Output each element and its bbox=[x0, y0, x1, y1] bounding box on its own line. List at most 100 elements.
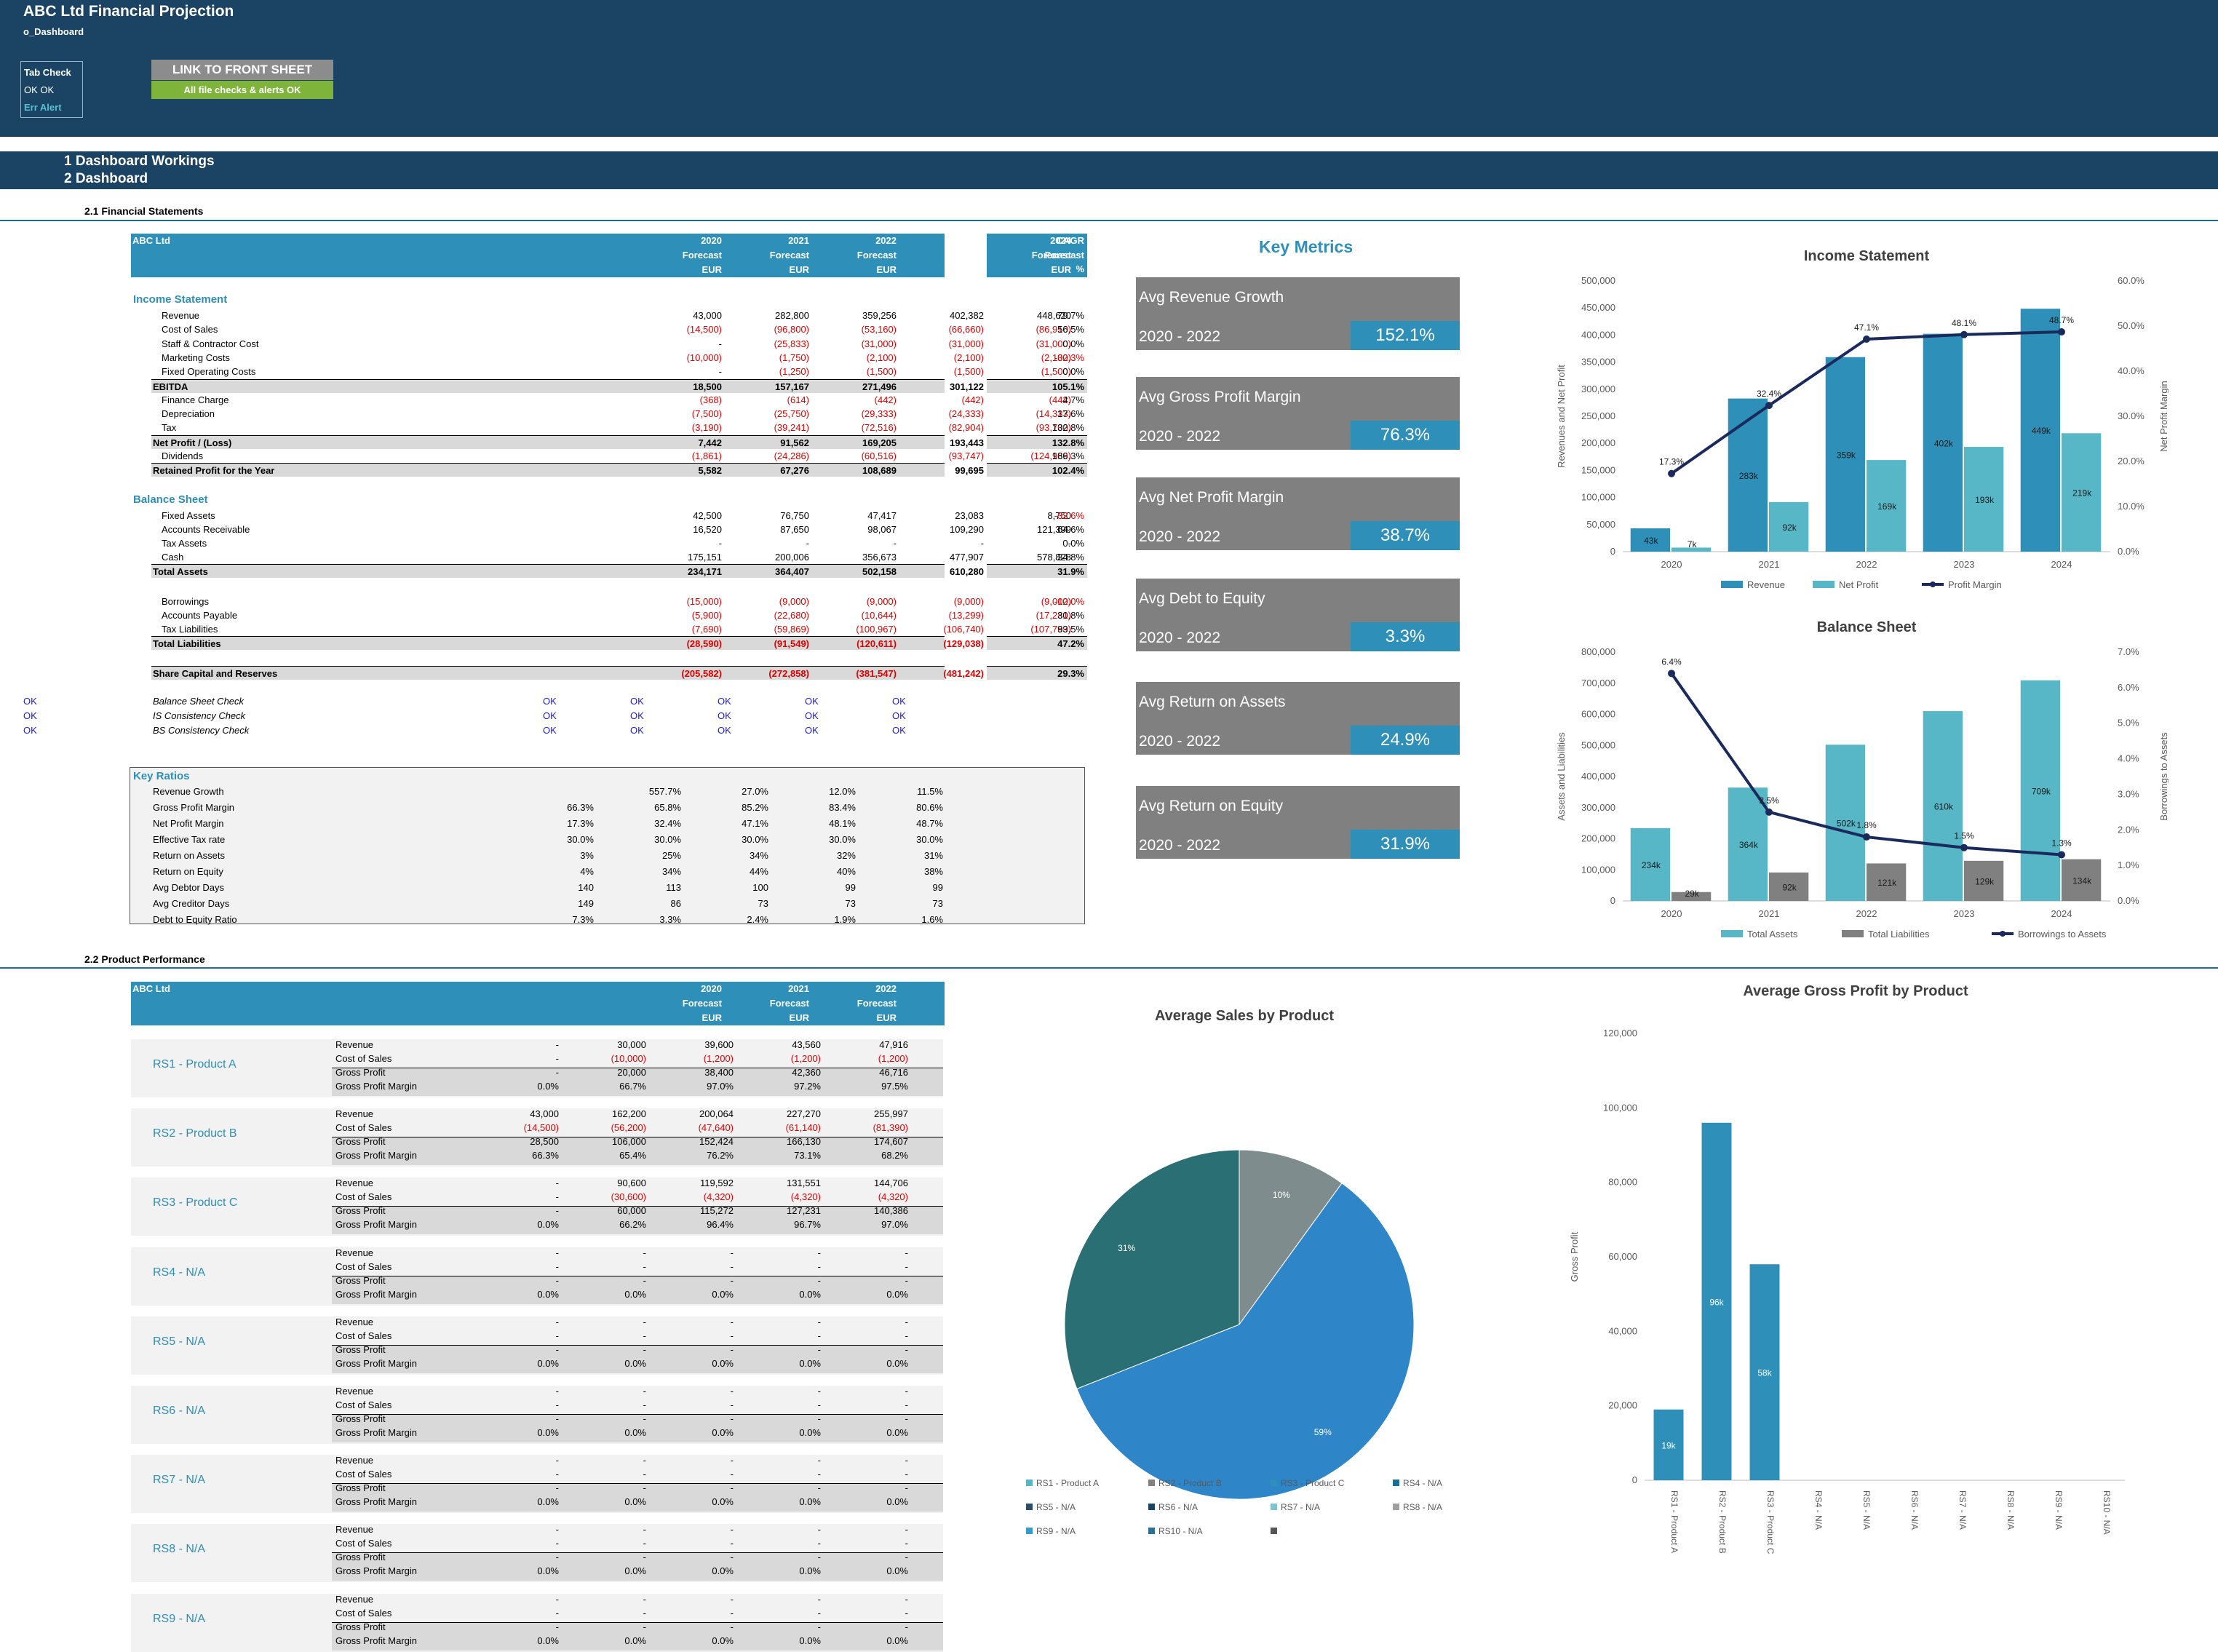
line-label: Revenue bbox=[335, 1593, 374, 1605]
cell-value: - bbox=[718, 338, 722, 349]
product-cell: - bbox=[555, 1260, 559, 1272]
ratio-label: Return on Equity bbox=[153, 866, 223, 877]
x-tick-label: 2022 bbox=[1856, 559, 1877, 570]
y2-tick-label: 40.0% bbox=[2118, 365, 2145, 376]
table-row: Share Capital and Reserves (205,582) (272,… bbox=[151, 666, 1071, 680]
cagr-cell: 30.8% bbox=[987, 608, 1087, 622]
table-row: Depreciation (7,500) (25,750) (29,333) (24,3… bbox=[151, 407, 1071, 421]
product-cell: - bbox=[555, 1621, 559, 1632]
separator-line bbox=[332, 1552, 943, 1554]
product-cell: - bbox=[730, 1538, 734, 1549]
ratio-value: 12.0% bbox=[829, 786, 856, 797]
cell-value: - bbox=[806, 538, 809, 549]
company-label: ABC Ltd bbox=[132, 235, 170, 246]
product-name[interactable]: RS5 - N/A bbox=[153, 1335, 206, 1348]
product-cell: 0.0% bbox=[799, 1427, 821, 1438]
product-cell: 0.0% bbox=[624, 1496, 646, 1508]
check-value: OK bbox=[892, 725, 906, 736]
product-cell: - bbox=[555, 1413, 559, 1424]
cell-value: 42,500 bbox=[693, 510, 722, 521]
line-label: Gross Profit bbox=[335, 1413, 386, 1424]
ratio-label: Avg Debtor Days bbox=[153, 882, 225, 893]
pie-slice bbox=[1239, 1149, 1343, 1326]
bar bbox=[1923, 711, 1963, 901]
metric-label: Avg Return on Assets bbox=[1139, 694, 1286, 710]
currency-header: EUR bbox=[1051, 264, 1071, 275]
x-tick-label: 2020 bbox=[1661, 908, 1682, 919]
product-cell: - bbox=[555, 1386, 559, 1397]
product-cell: 0.0% bbox=[624, 1635, 646, 1646]
section-dashboard-workings[interactable]: 1 Dashboard Workings bbox=[64, 154, 215, 169]
cagr-value: 31.9% bbox=[1057, 566, 1084, 577]
product-cell: - bbox=[905, 1455, 908, 1466]
gross-profit-band bbox=[332, 1415, 943, 1442]
metric-period: 2020 - 2022 bbox=[1139, 328, 1221, 345]
product-cell: - bbox=[817, 1455, 821, 1466]
x-tick-label: RS8 - N/A bbox=[2006, 1490, 2016, 1530]
forecast-header: Forecast bbox=[769, 998, 809, 1009]
cell-value: (24,286) bbox=[774, 450, 809, 461]
product-name[interactable]: RS1 - Product A bbox=[153, 1058, 236, 1071]
gross-profit-band bbox=[332, 1276, 943, 1304]
line-label: 1.8% bbox=[1856, 820, 1877, 830]
product-cell: 68.2% bbox=[881, 1150, 908, 1161]
product-cell: (81,390) bbox=[873, 1122, 908, 1134]
product-name[interactable]: RS6 - N/A bbox=[153, 1405, 206, 1417]
product-name[interactable]: RS8 - N/A bbox=[153, 1543, 206, 1556]
product-cell: 0.0% bbox=[537, 1635, 559, 1646]
row-label: Share Capital and Reserves bbox=[153, 668, 278, 679]
product-cell: - bbox=[817, 1524, 821, 1536]
x-tick-label: RS4 - N/A bbox=[1813, 1490, 1824, 1530]
x-tick-label: 2024 bbox=[2051, 559, 2072, 570]
ratio-value: 1.6% bbox=[921, 914, 943, 925]
product-name[interactable]: RS4 - N/A bbox=[153, 1266, 206, 1279]
row-label: Fixed Operating Costs bbox=[162, 366, 256, 378]
y-tick-label: 300,000 bbox=[1581, 802, 1615, 813]
ratio-value: 11.5% bbox=[917, 786, 943, 797]
currency-header: EUR bbox=[876, 1012, 897, 1023]
product-name[interactable]: RS2 - Product B bbox=[153, 1127, 237, 1140]
check-value: OK bbox=[805, 710, 819, 721]
ratio-value: 2.4% bbox=[747, 914, 768, 925]
ratio-value: 3% bbox=[580, 850, 594, 861]
check-label: BS Consistency Check bbox=[153, 725, 250, 736]
product-name[interactable]: RS9 - N/A bbox=[153, 1612, 206, 1625]
ratio-value: 30.0% bbox=[742, 834, 768, 845]
section-dashboard[interactable]: 2 Dashboard bbox=[64, 171, 148, 186]
row-label: Staff & Contractor Cost bbox=[162, 338, 259, 349]
product-name[interactable]: RS3 - Product C bbox=[153, 1196, 238, 1210]
line-label: Gross Profit bbox=[335, 1136, 386, 1148]
product-cell: 0.0% bbox=[624, 1357, 646, 1369]
product-cell: - bbox=[643, 1386, 646, 1397]
bar-label: 364k bbox=[1739, 840, 1759, 850]
line-label: Gross Profit bbox=[335, 1067, 386, 1078]
cell-value: 200,006 bbox=[775, 552, 809, 563]
product-cell: - bbox=[730, 1274, 734, 1286]
product-cell: - bbox=[643, 1455, 646, 1466]
link-front-sheet-button[interactable]: LINK TO FRONT SHEET bbox=[151, 60, 333, 80]
y-tick-label: 250,000 bbox=[1581, 410, 1615, 421]
product-cell: 227,270 bbox=[787, 1108, 821, 1120]
product-cell: 97.0% bbox=[881, 1219, 908, 1231]
x-tick-label: RS9 - N/A bbox=[2054, 1490, 2064, 1530]
product-cell: 38,400 bbox=[704, 1067, 734, 1078]
product-cell: - bbox=[905, 1538, 908, 1549]
cagr-value: 0.0% bbox=[1062, 366, 1084, 378]
product-block: RS3 - Product C bbox=[131, 1178, 943, 1236]
cagr-cell: 132.8% bbox=[987, 434, 1087, 449]
product-name[interactable]: RS7 - N/A bbox=[153, 1474, 206, 1487]
cagr-cell: -12.0% bbox=[987, 595, 1087, 608]
ratio-label: Return on Assets bbox=[153, 850, 225, 861]
check-value: OK bbox=[718, 710, 731, 721]
gross-profit-band bbox=[332, 1068, 943, 1096]
cell-value: 301,122 bbox=[950, 381, 984, 392]
bar bbox=[1630, 528, 1670, 552]
forecast-header: Forecast bbox=[1031, 998, 1071, 1009]
line-label: Revenue bbox=[335, 1524, 374, 1536]
legend-swatch bbox=[1026, 1528, 1033, 1534]
bar bbox=[1630, 827, 1670, 901]
pie-slice bbox=[1064, 1149, 1240, 1389]
product-cell: - bbox=[817, 1621, 821, 1632]
key-metrics-title: Key Metrics bbox=[1259, 237, 1354, 256]
ratio-value: 31% bbox=[923, 850, 943, 861]
